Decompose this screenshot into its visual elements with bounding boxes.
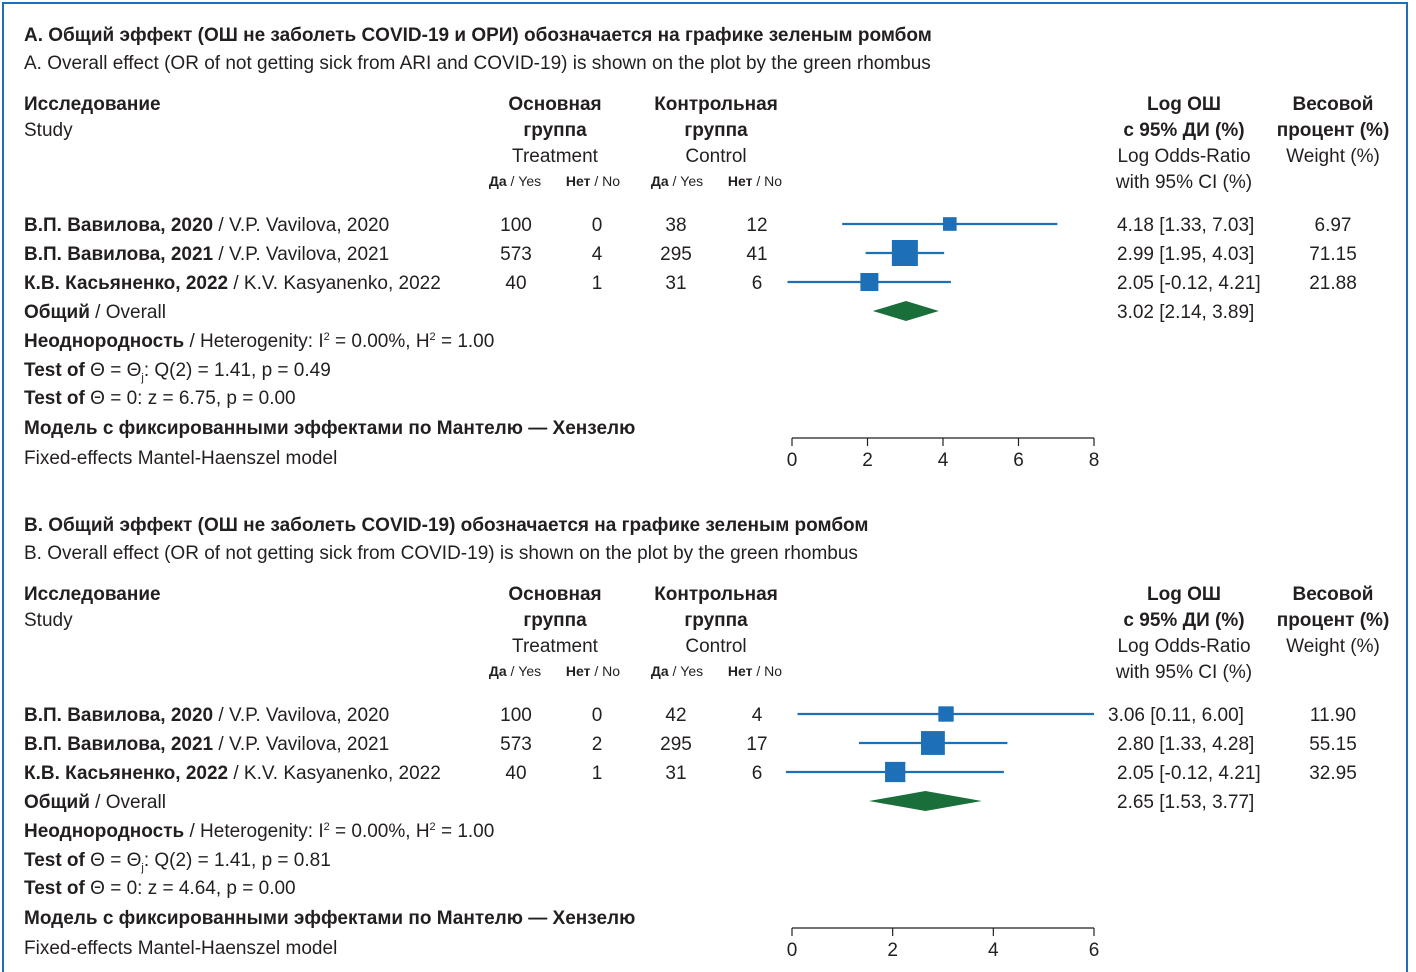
x-tick-label: 2 [887,940,898,961]
study-marker [943,217,957,231]
x-tick-label: 6 [1089,940,1100,961]
x-tick-label: 4 [988,940,999,961]
forest-plot-b: 0 2 4 6 [0,490,1416,960]
study-marker [938,706,953,721]
study-marker [885,762,905,782]
x-tick-label: 2 [862,450,873,471]
x-tick-label: 0 [787,450,798,471]
x-tick-label: 6 [1013,450,1024,471]
forest-plot-a: 0 2 4 6 8 [0,0,1416,470]
study-marker [921,731,945,755]
study-marker [860,273,878,291]
overall-diamond [869,791,982,811]
study-marker [892,240,918,266]
forest-panel-a: А. Общий эффект (ОШ не заболеть COVID-19… [0,0,1416,470]
x-tick-label: 4 [938,450,949,471]
forest-panel-b: В. Общий эффект (ОШ не заболеть COVID-19… [0,490,1416,960]
overall-diamond [873,301,939,321]
x-tick-label: 8 [1089,450,1100,471]
x-tick-label: 0 [787,940,798,961]
